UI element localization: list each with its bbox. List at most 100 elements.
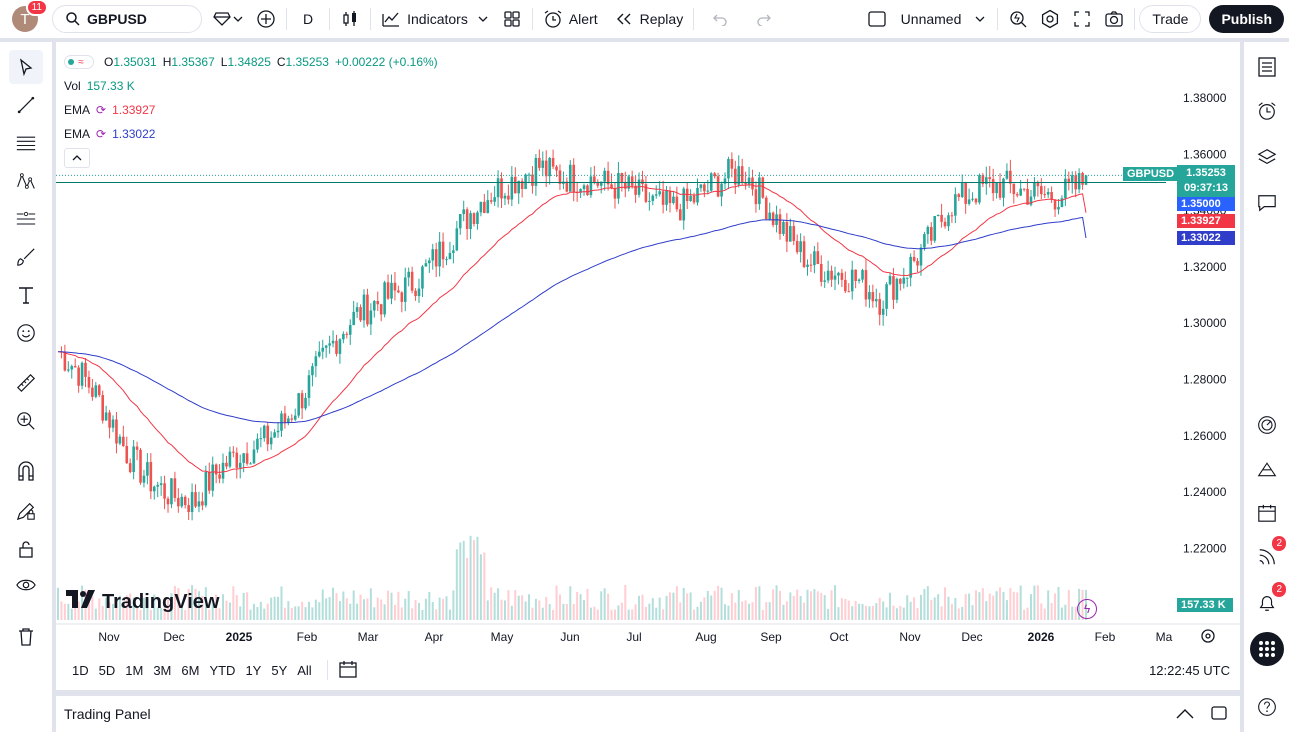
layout-button[interactable]: Unnamed: [861, 4, 994, 34]
axis-settings-button[interactable]: [1200, 628, 1216, 649]
period-1d[interactable]: 1D: [72, 662, 89, 678]
text-tool[interactable]: [9, 278, 43, 312]
sync-icon[interactable]: ⟳: [96, 103, 107, 117]
fib-tool[interactable]: [9, 126, 43, 160]
indicators-button[interactable]: Indicators: [375, 4, 496, 34]
candle-body: [833, 275, 837, 280]
signals-button[interactable]: 2: [1250, 536, 1286, 574]
fullscreen-button[interactable]: [1066, 4, 1098, 34]
calendar-icon: [1257, 503, 1277, 523]
lock-drawing-tool[interactable]: [9, 494, 43, 528]
candle-body: [723, 178, 727, 184]
undo-button[interactable]: [704, 4, 736, 34]
measure-tool[interactable]: [9, 366, 43, 400]
chat-button[interactable]: [1250, 186, 1284, 220]
period-5y[interactable]: 5Y: [271, 662, 288, 678]
quick-search-button[interactable]: [1002, 4, 1034, 34]
clock[interactable]: 12:22:45 UTC: [1149, 662, 1230, 678]
price-tick-label: 1.36000: [1183, 147, 1227, 161]
trend-line-tool[interactable]: [9, 88, 43, 122]
volume-bar: [108, 602, 111, 620]
apps-button[interactable]: [1250, 632, 1284, 666]
period-3m[interactable]: 3M: [153, 662, 172, 678]
cursor-tool[interactable]: [9, 50, 43, 84]
volume-bar: [682, 587, 685, 620]
volume-bar: [67, 603, 70, 620]
candle-body: [386, 282, 390, 299]
collapse-legend-button[interactable]: [64, 148, 90, 168]
redo-button[interactable]: [748, 4, 780, 34]
volume-bar: [638, 595, 641, 620]
volume-bar: [70, 608, 73, 620]
ideas-button[interactable]: [1250, 452, 1284, 486]
chart-pane[interactable]: 1.380001.360001.340001.320001.300001.280…: [56, 42, 1240, 690]
snapshot-button[interactable]: [1098, 4, 1130, 34]
volume-bar: [184, 609, 187, 620]
candle-body: [163, 483, 166, 499]
volume-bar: [978, 592, 981, 620]
volume-bar: [297, 606, 300, 620]
period-6m[interactable]: 6M: [181, 662, 200, 678]
lock-all-tool[interactable]: [9, 532, 43, 566]
period-ytd[interactable]: YTD: [209, 662, 236, 678]
volume-bar: [737, 590, 740, 620]
settings-button[interactable]: [1034, 4, 1066, 34]
period-all[interactable]: All: [297, 662, 312, 678]
chart-type-button[interactable]: [334, 4, 366, 34]
object-tree-button[interactable]: [1250, 140, 1284, 174]
remove-tool[interactable]: [9, 620, 43, 654]
trade-button[interactable]: Trade: [1139, 5, 1202, 33]
alerts-button[interactable]: [1250, 94, 1284, 128]
forecast-tool[interactable]: [9, 202, 43, 236]
pattern-tool[interactable]: [9, 164, 43, 198]
volume-bar: [280, 586, 283, 620]
period-1y[interactable]: 1Y: [245, 662, 262, 678]
publish-button[interactable]: Publish: [1209, 5, 1284, 33]
replay-button[interactable]: Replay: [608, 4, 690, 34]
help-button[interactable]: [1250, 690, 1284, 724]
symbol-search[interactable]: GBPUSD: [52, 5, 202, 33]
interval-button[interactable]: D: [291, 4, 325, 34]
templates-button[interactable]: [496, 4, 528, 34]
period-1m[interactable]: 1M: [125, 662, 144, 678]
volume-bar: [318, 602, 321, 620]
sync-icon[interactable]: ⟳: [96, 127, 107, 141]
notifications-button[interactable]: 2: [1250, 582, 1286, 620]
visibility-toggle[interactable]: ≈: [64, 55, 94, 69]
date-range-button[interactable]: [338, 659, 358, 682]
candle-body: [280, 413, 283, 431]
watchlist-button[interactable]: [1250, 50, 1284, 84]
brush-tool[interactable]: [9, 240, 43, 274]
magnet-tool[interactable]: [9, 454, 43, 488]
volume-bar: [937, 594, 940, 620]
forecast-icon: [16, 209, 36, 229]
volume-bar: [689, 592, 692, 620]
volume-bar: [428, 591, 431, 620]
volume-bar: [572, 603, 575, 620]
candle-body: [314, 356, 318, 367]
time-tick-label: 2025: [226, 630, 253, 644]
alert-button[interactable]: Alert: [537, 4, 604, 34]
hide-tool[interactable]: [9, 568, 43, 602]
volume-bar: [1040, 603, 1043, 620]
maximize-panel-button[interactable]: [1210, 705, 1228, 724]
expand-panel-button[interactable]: [1176, 706, 1194, 722]
period-5d[interactable]: 5D: [98, 662, 116, 678]
volume-bar: [589, 607, 592, 620]
calendar-button[interactable]: [1250, 496, 1284, 530]
user-avatar[interactable]: T 11: [12, 0, 48, 32]
technicals-button[interactable]: [1250, 408, 1284, 442]
trading-panel[interactable]: Trading Panel: [56, 696, 1240, 732]
volume-bar: [761, 609, 764, 620]
compare-symbols-button[interactable]: [206, 4, 250, 34]
lightning-icon[interactable]: ϟ: [1077, 599, 1097, 619]
candle-body: [799, 241, 802, 253]
candle-body: [1012, 183, 1016, 195]
signals-badge: 2: [1272, 536, 1286, 551]
zoom-tool[interactable]: [9, 404, 43, 438]
emoji-tool[interactable]: [9, 316, 43, 350]
candle-body: [211, 464, 215, 491]
candle-body: [1022, 188, 1026, 190]
price-chart[interactable]: 1.380001.360001.340001.320001.300001.280…: [56, 42, 1240, 650]
add-symbol-button[interactable]: [250, 4, 282, 34]
